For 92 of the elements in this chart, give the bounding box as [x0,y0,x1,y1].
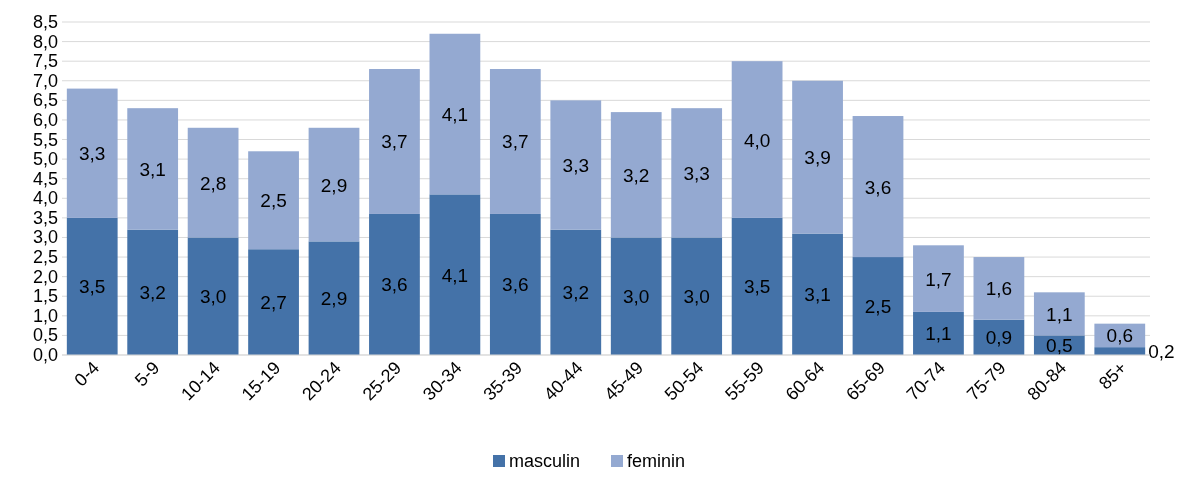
x-tick-label: 85+ [1094,357,1131,394]
data-label: 3,3 [683,162,710,184]
bar [248,249,299,355]
bar [489,213,541,355]
bar [973,257,1025,320]
y-tick-label: 0,5 [32,325,58,346]
bar [550,100,602,230]
y-tick-label: 7,0 [32,70,58,91]
bar [671,237,723,355]
data-label: 1,7 [925,268,952,290]
bar [187,127,239,238]
data-label: 0,5 [1046,335,1073,357]
bar [187,237,239,355]
data-label: 3,6 [502,274,529,296]
data-label: 3,3 [562,154,589,176]
data-label: 3,7 [502,131,529,153]
bar [489,69,541,214]
y-tick-label: 3,5 [32,207,58,228]
data-label: 4,1 [441,264,469,286]
data-label: 2,8 [199,172,227,194]
data-label: 2,9 [320,174,348,196]
y-tick-label: 5,0 [32,149,58,170]
y-tick-label: 0,0 [32,345,58,365]
data-label: 3,0 [199,286,227,308]
data-label: 3,9 [804,147,831,169]
y-tick-label: 3,0 [32,227,58,248]
y-tick-label: 6,5 [32,90,58,111]
data-label: 0,6 [1106,325,1133,347]
bar [369,213,420,355]
data-label: 2,5 [864,296,892,318]
bar [66,217,118,355]
x-tick-label: 0-4 [70,357,104,391]
data-label: 1,1 [925,323,952,345]
data-label: 0,9 [985,327,1013,349]
y-tick-label: 6,0 [32,109,58,130]
data-label: 3,6 [381,274,408,296]
data-label: 3,1 [804,284,831,306]
bar [369,69,420,214]
data-label: 4,1 [441,104,469,126]
bar [550,229,602,355]
bar [913,311,964,355]
bar [610,112,662,238]
bar [66,88,118,218]
y-tick-label: 1,5 [32,286,58,307]
bar [731,217,783,355]
bar [308,241,360,355]
bar [127,108,179,230]
bar [429,194,481,355]
data-label: 3,5 [79,276,106,298]
y-tick-label: 5,5 [32,129,58,150]
data-label: 2,5 [260,190,287,212]
data-label: 3,0 [683,286,710,308]
bar [671,108,723,238]
bar [1033,292,1085,336]
data-label: 3,6 [864,176,892,198]
bar [429,33,481,195]
legend-label: feminin [627,451,686,471]
y-tick-label: 8,0 [32,31,58,52]
data-label: 2,7 [260,292,287,314]
bar [127,229,179,355]
y-tick-label: 4,0 [32,188,58,209]
data-label: 1,1 [1046,303,1073,325]
bar [731,61,783,218]
data-label: 3,3 [79,143,106,165]
bar [248,151,299,250]
x-tick-label: 5-9 [130,357,164,391]
data-label: 3,0 [623,286,650,308]
data-label: 3,2 [623,164,650,186]
data-label: 1,6 [985,278,1013,300]
data-label: 3,5 [743,276,771,298]
bar [308,127,360,242]
bar [1094,347,1146,355]
data-label: 3,2 [139,282,166,304]
bar [852,116,904,258]
y-tick-label: 4,5 [32,168,58,189]
legend-label: masculin [509,451,581,471]
data-label: 3,1 [139,158,166,180]
y-tick-label: 2,5 [32,247,58,268]
y-tick-label: 8,5 [32,12,58,32]
bar [852,257,904,355]
y-tick-label: 2,0 [32,266,58,287]
y-tick-label: 7,5 [32,51,58,72]
data-label: 3,2 [562,282,589,304]
bar [792,80,843,234]
bar [792,233,843,355]
data-label: 2,9 [320,288,348,310]
data-label: 3,7 [381,131,408,153]
y-tick-label: 1,0 [32,305,58,326]
data-label: 4,0 [743,129,771,151]
data-label: 0,2 [1148,341,1175,363]
bar [610,237,662,355]
bar [913,245,964,312]
